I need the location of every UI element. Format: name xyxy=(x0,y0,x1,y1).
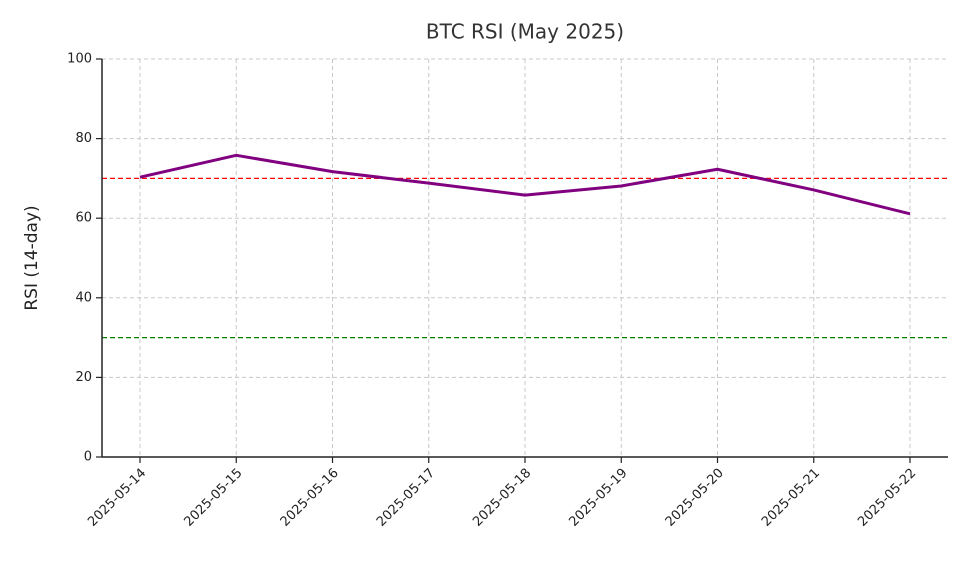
y-tick-label: 100 xyxy=(67,52,92,67)
y-axis-label: RSI (14-day) xyxy=(22,205,42,310)
x-tick-label: 2025-05-22 xyxy=(855,466,919,530)
x-tick-label: 2025-05-17 xyxy=(374,466,438,530)
y-tick-label: 40 xyxy=(75,290,92,305)
x-tick-label: 2025-05-14 xyxy=(85,466,149,530)
x-tick-label: 2025-05-15 xyxy=(182,466,246,530)
y-tick-label: 60 xyxy=(75,211,92,226)
x-tick-label: 2025-05-16 xyxy=(278,466,342,530)
x-tick-label: 2025-05-20 xyxy=(663,466,727,530)
y-tick-label: 20 xyxy=(75,370,92,385)
x-tick-label: 2025-05-21 xyxy=(759,466,823,530)
data-line xyxy=(139,153,911,216)
y-tick-label: 80 xyxy=(75,131,92,146)
chart-title: BTC RSI (May 2025) xyxy=(426,20,624,44)
x-tick-label: 2025-05-19 xyxy=(567,466,631,530)
x-tick-label: 2025-05-18 xyxy=(470,466,534,530)
y-tick-label: 0 xyxy=(84,450,92,465)
